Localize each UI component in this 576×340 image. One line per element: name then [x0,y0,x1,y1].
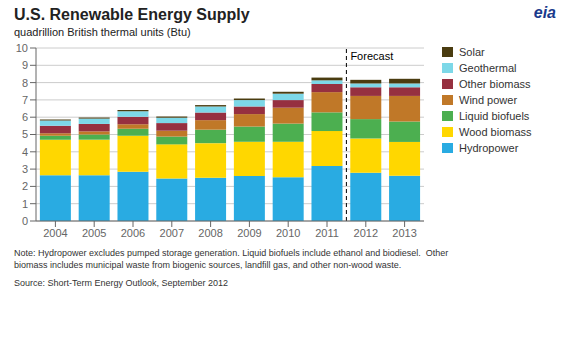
html-text:Wind power: Wind power [459,94,518,106]
html-text:Hydropower: Hydropower [459,142,519,154]
svg-text:2010: 2010 [276,227,300,239]
html-text:Note: Hydropower excludes pump: Note: Hydropower excludes pumped storage… [14,248,449,258]
svg-text:2009: 2009 [237,227,261,239]
svg-text:4: 4 [22,146,28,158]
svg-text:0: 0 [22,215,28,227]
html-text:U.S. Renewable Energy Supply: U.S. Renewable Energy Supply [14,6,250,23]
svg-text:2011: 2011 [315,227,339,239]
html-text:Other biomass: Other biomass [459,78,531,90]
svg-text:1: 1 [22,198,28,210]
svg-text:2004: 2004 [43,227,67,239]
svg-text:2: 2 [22,180,28,192]
html-text:biomass includes municipal was: biomass includes municipal waste from bi… [14,260,402,270]
svg-text:2008: 2008 [198,227,222,239]
svg-text:8: 8 [22,77,28,89]
svg-text:2012: 2012 [354,227,378,239]
svg-text:3: 3 [22,163,28,175]
svg-text:6: 6 [22,111,28,123]
svg-text:2007: 2007 [160,227,184,239]
svg-text:2005: 2005 [82,227,106,239]
svg-text:10: 10 [16,42,28,54]
html-text:Solar: Solar [459,46,485,58]
svg-text:2013: 2013 [392,227,416,239]
svg-text:9: 9 [22,59,28,71]
svg-text:7: 7 [22,94,28,106]
html-text:quadrillion British thermal un: quadrillion British thermal units (Btu) [14,26,191,38]
svg-text:Forecast: Forecast [350,50,393,62]
html-text:Wood biomass: Wood biomass [459,126,532,138]
html-text:Source: Short-Term Energy Outl: Source: Short-Term Energy Outlook, Septe… [14,278,229,288]
svg-text:2006: 2006 [121,227,145,239]
svg-text:5: 5 [22,128,28,140]
html-text:Liquid biofuels: Liquid biofuels [459,110,530,122]
html-text:eia: eia [533,4,556,21]
html-text:Geothermal: Geothermal [459,62,517,74]
